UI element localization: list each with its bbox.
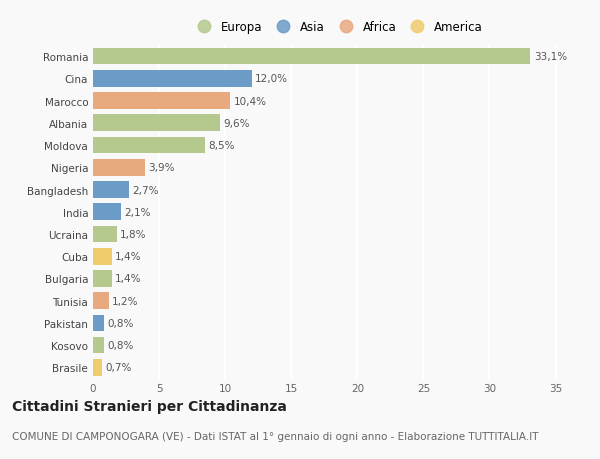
Bar [93, 270, 112, 287]
Bar [93, 160, 145, 176]
Bar [93, 337, 104, 354]
Bar [93, 182, 128, 198]
Bar [93, 315, 104, 331]
Text: 3,9%: 3,9% [148, 163, 175, 173]
Bar [93, 71, 251, 88]
Bar [93, 359, 102, 376]
Text: 0,8%: 0,8% [107, 318, 133, 328]
Text: 1,4%: 1,4% [115, 274, 142, 284]
Text: 2,7%: 2,7% [132, 185, 158, 195]
Bar [93, 93, 230, 110]
Text: 1,8%: 1,8% [120, 230, 146, 240]
Text: 12,0%: 12,0% [255, 74, 288, 84]
Text: 9,6%: 9,6% [223, 118, 250, 129]
Text: 0,8%: 0,8% [107, 341, 133, 350]
Legend: Europa, Asia, Africa, America: Europa, Asia, Africa, America [190, 18, 485, 36]
Bar [93, 293, 109, 309]
Text: 1,4%: 1,4% [115, 252, 142, 262]
Text: 10,4%: 10,4% [234, 96, 267, 106]
Bar [93, 204, 121, 221]
Bar [93, 248, 112, 265]
Text: COMUNE DI CAMPONOGARA (VE) - Dati ISTAT al 1° gennaio di ogni anno - Elaborazion: COMUNE DI CAMPONOGARA (VE) - Dati ISTAT … [12, 431, 539, 442]
Text: 33,1%: 33,1% [534, 52, 567, 62]
Bar [93, 115, 220, 132]
Text: 8,5%: 8,5% [209, 141, 235, 151]
Text: 1,2%: 1,2% [112, 296, 139, 306]
Text: 2,1%: 2,1% [124, 207, 151, 217]
Text: Cittadini Stranieri per Cittadinanza: Cittadini Stranieri per Cittadinanza [12, 399, 287, 413]
Bar [93, 137, 205, 154]
Text: 0,7%: 0,7% [106, 363, 132, 373]
Bar [93, 226, 117, 243]
Bar [93, 49, 530, 65]
